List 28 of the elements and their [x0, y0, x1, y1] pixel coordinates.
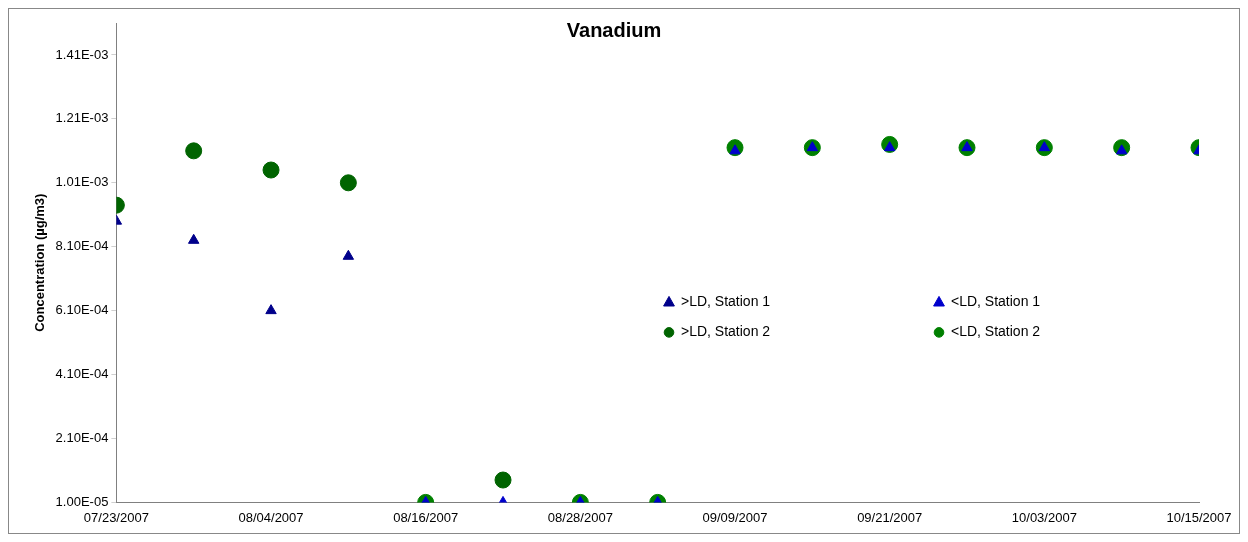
x-tick-label: 08/04/2007: [238, 509, 304, 525]
y-tick-label: 1.01E-03: [55, 174, 109, 190]
y-axis-title: Concentration (µg/m3): [32, 193, 48, 332]
legend-label: <LD, Station 1: [951, 293, 1041, 310]
y-tick-label: 8.10E-04: [55, 238, 109, 254]
y-tick-label: 4.10E-04: [55, 366, 109, 382]
y-tick-label: 1.21E-03: [55, 110, 109, 126]
y-tick-label: 2.10E-04: [55, 430, 109, 446]
x-tick-label: 09/09/2007: [702, 509, 768, 525]
legend-label: >LD, Station 2: [681, 323, 771, 340]
x-tick-label: 10/15/2007: [1166, 509, 1232, 525]
legend-label: >LD, Station 1: [681, 293, 771, 310]
point: [185, 142, 203, 160]
x-tick-label: 08/16/2007: [393, 509, 459, 525]
y-tick-label: 1.00E-05: [55, 493, 109, 509]
point: [265, 304, 277, 315]
point: [342, 249, 355, 260]
y-tick-label: 6.10E-04: [55, 302, 109, 318]
x-tick-label: 08/28/2007: [547, 509, 613, 525]
point: [188, 233, 200, 244]
chart-title: Vanadium: [566, 18, 662, 41]
y-tick-label: 1.41E-03: [55, 46, 109, 62]
x-tick-label: 10/03/2007: [1011, 509, 1077, 525]
x-tick-label: 07/23/2007: [83, 509, 149, 525]
point: [339, 174, 357, 192]
point: [262, 161, 280, 179]
x-tick-label: 09/21/2007: [857, 509, 923, 525]
legend-label: <LD, Station 2: [951, 323, 1041, 340]
